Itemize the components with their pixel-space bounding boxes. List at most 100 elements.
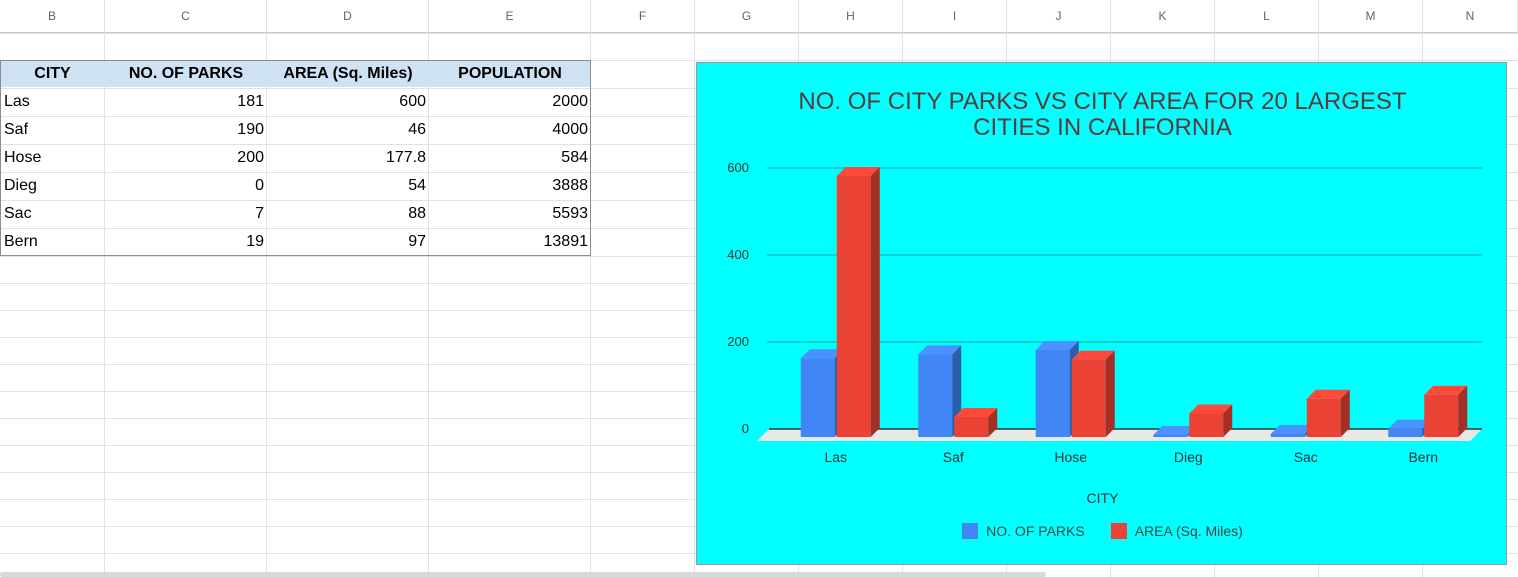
city-cell[interactable]: Saf bbox=[4, 121, 29, 138]
x-tick-label: Saf bbox=[942, 449, 964, 465]
bar-top bbox=[1388, 419, 1432, 429]
city-cell[interactable]: Las bbox=[4, 93, 30, 110]
grid-hline bbox=[0, 33, 1518, 34]
value-cell[interactable]: 190 bbox=[237, 121, 264, 138]
column-header-e[interactable]: E bbox=[429, 0, 591, 33]
value-cell[interactable]: 19 bbox=[246, 233, 264, 250]
value-cell[interactable]: 0 bbox=[255, 177, 264, 194]
value-cell[interactable]: 181 bbox=[237, 93, 264, 110]
value-cell[interactable]: 97 bbox=[408, 233, 426, 250]
bar-side bbox=[1223, 404, 1233, 437]
column-header-h[interactable]: H bbox=[799, 0, 903, 33]
bar-area-sq-miles-las bbox=[836, 176, 871, 437]
bar-no-of-parkslas bbox=[800, 358, 835, 437]
y-tick-label: 400 bbox=[727, 247, 749, 262]
value-cell[interactable]: 7 bbox=[255, 205, 264, 222]
city-cell[interactable]: Bern bbox=[4, 233, 38, 250]
city-cell[interactable]: Hose bbox=[4, 149, 42, 166]
bar-side bbox=[1105, 350, 1115, 437]
grid-vline bbox=[694, 33, 695, 577]
grid-hline bbox=[0, 60, 1518, 61]
column-header-m[interactable]: M bbox=[1319, 0, 1423, 33]
value-cell[interactable]: 177.8 bbox=[385, 149, 426, 166]
chart-legend: NO. OF PARKS AREA (Sq. Miles) bbox=[697, 523, 1508, 539]
table-header-cell[interactable]: CITY bbox=[0, 60, 105, 87]
column-header-k[interactable]: K bbox=[1111, 0, 1215, 33]
bar-top bbox=[954, 407, 998, 417]
bar-area-sq-miles-saf bbox=[954, 416, 989, 437]
value-cell[interactable]: 584 bbox=[561, 149, 588, 166]
city-cell[interactable]: Dieg bbox=[4, 177, 37, 194]
legend-item-parks: NO. OF PARKS bbox=[962, 523, 1085, 539]
bar-no-of-parksbern bbox=[1388, 428, 1423, 437]
bar-top bbox=[1071, 350, 1115, 360]
grid-vline bbox=[104, 33, 105, 577]
bar-top bbox=[1035, 341, 1079, 350]
grid-vline bbox=[266, 33, 267, 577]
column-header-d[interactable]: D bbox=[267, 0, 429, 33]
value-cell[interactable]: 3888 bbox=[552, 177, 588, 194]
x-tick-label: Bern bbox=[1408, 449, 1439, 465]
bar-top bbox=[1306, 389, 1350, 399]
value-cell[interactable]: 5593 bbox=[552, 205, 588, 222]
column-header-g[interactable]: G bbox=[695, 0, 799, 33]
x-tick-label: Las bbox=[824, 449, 848, 465]
grid-vline bbox=[428, 33, 429, 577]
bar-top bbox=[1189, 404, 1233, 414]
value-cell[interactable]: 200 bbox=[237, 149, 264, 166]
embedded-chart[interactable]: NO. OF CITY PARKS VS CITY AREA FOR 20 LA… bbox=[696, 62, 1507, 565]
grid-vline bbox=[590, 33, 591, 577]
x-axis-title: CITY bbox=[1086, 490, 1119, 506]
bar-side bbox=[988, 407, 998, 437]
value-cell[interactable]: 2000 bbox=[552, 93, 588, 110]
x-tick-label: Dieg bbox=[1173, 449, 1203, 465]
legend-label-parks: NO. OF PARKS bbox=[986, 523, 1085, 539]
value-cell[interactable]: 54 bbox=[408, 177, 426, 194]
chart-title: NO. OF CITY PARKS VS CITY AREA FOR 20 LA… bbox=[798, 88, 1407, 141]
column-header-f[interactable]: F bbox=[591, 0, 695, 33]
bar-top bbox=[1424, 385, 1468, 395]
y-tick-label: 200 bbox=[727, 334, 749, 349]
bar-top bbox=[1153, 426, 1197, 435]
table-header-cell[interactable]: AREA (Sq. Miles) bbox=[267, 60, 429, 87]
value-cell[interactable]: 600 bbox=[399, 93, 426, 110]
bar-area-sq-miles-hose bbox=[1071, 359, 1106, 437]
value-cell[interactable]: 4000 bbox=[552, 121, 588, 138]
bar-top bbox=[836, 167, 880, 176]
x-tick-label: Hose bbox=[1054, 449, 1088, 465]
chart-plot bbox=[757, 167, 1482, 441]
bar-area-sq-miles-dieg bbox=[1189, 413, 1224, 437]
bar-no-of-parkshose bbox=[1035, 350, 1070, 437]
y-tick-label: 0 bbox=[741, 421, 749, 436]
table-header-cell[interactable]: POPULATION bbox=[429, 60, 591, 87]
bar-area-sq-miles-sac bbox=[1306, 398, 1341, 437]
legend-swatch-parks bbox=[962, 523, 979, 539]
bar-side bbox=[1458, 385, 1468, 437]
bar-side bbox=[870, 167, 880, 437]
bar-no-of-parkssaf bbox=[918, 354, 953, 437]
bar-no-of-parksdieg bbox=[1153, 435, 1188, 437]
bar-top bbox=[1270, 424, 1314, 434]
x-tick-label: Sac bbox=[1293, 449, 1318, 465]
table-header-cell[interactable]: NO. OF PARKS bbox=[105, 60, 267, 87]
column-header-b[interactable]: B bbox=[0, 0, 105, 33]
bar-no-of-parkssac bbox=[1270, 433, 1305, 437]
legend-label-area: AREA (Sq. Miles) bbox=[1134, 523, 1243, 539]
column-header-j[interactable]: J bbox=[1007, 0, 1111, 33]
bar-area-sq-miles-bern bbox=[1424, 394, 1459, 437]
city-cell[interactable]: Sac bbox=[4, 205, 32, 222]
column-header-n[interactable]: N bbox=[1423, 0, 1518, 33]
column-header-l[interactable]: L bbox=[1215, 0, 1319, 33]
bar-side bbox=[1340, 389, 1350, 437]
horizontal-scrollbar[interactable] bbox=[0, 572, 1046, 577]
column-header-c[interactable]: C bbox=[105, 0, 267, 33]
value-cell[interactable]: 13891 bbox=[543, 233, 589, 250]
column-header-i[interactable]: I bbox=[903, 0, 1007, 33]
value-cell[interactable]: 46 bbox=[408, 121, 426, 138]
bar-top bbox=[800, 349, 844, 359]
legend-swatch-area bbox=[1110, 523, 1127, 539]
bar-top bbox=[918, 345, 962, 355]
value-cell[interactable]: 88 bbox=[408, 205, 426, 222]
y-tick-label: 600 bbox=[727, 160, 749, 175]
legend-item-area: AREA (Sq. Miles) bbox=[1110, 523, 1243, 539]
